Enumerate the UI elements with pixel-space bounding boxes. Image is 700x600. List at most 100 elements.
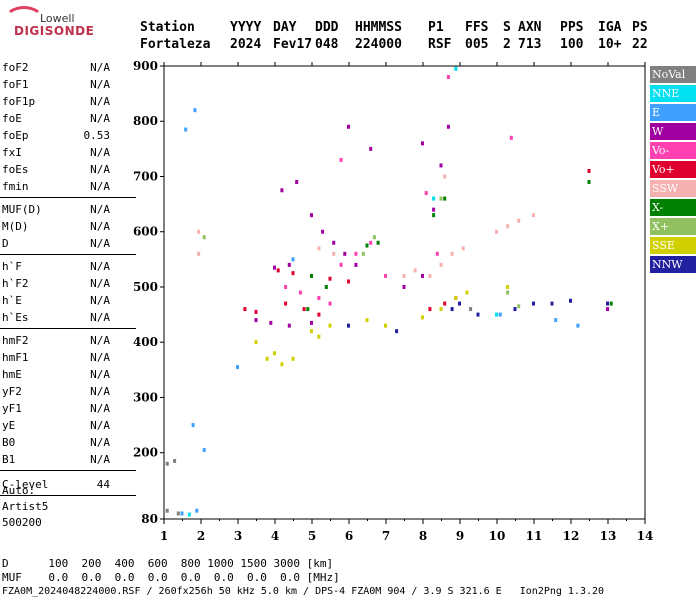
param-b1: B1 N/A <box>2 452 110 468</box>
data-point-sse <box>421 315 424 320</box>
param-md: M(D) N/A <box>2 219 110 235</box>
data-point-nnw <box>532 301 535 306</box>
data-point-x <box>361 251 365 256</box>
param-value: N/A <box>90 260 110 273</box>
param-name: B1 <box>2 453 16 466</box>
data-point-ssw <box>197 251 201 256</box>
param-name: C-level <box>2 478 49 491</box>
param-hes: h`Es N/A <box>2 310 110 326</box>
data-point-w <box>310 320 313 325</box>
x-tick-label: 5 <box>308 529 316 543</box>
param-name: hmF1 <box>2 351 29 364</box>
param-value: N/A <box>90 436 110 449</box>
data-point-nnw <box>347 323 350 328</box>
param-clevel: C-level 44 <box>2 477 110 493</box>
data-point-sse <box>506 284 510 289</box>
param-name: yE <box>2 419 16 432</box>
param-yf2: yF2 N/A <box>2 384 110 400</box>
data-point-ssw <box>197 229 201 234</box>
param-fmin: fmin N/A <box>2 179 110 195</box>
data-point-w <box>446 124 450 129</box>
param-name: fmin <box>2 180 29 193</box>
data-point-sse <box>384 323 387 328</box>
param-fxi: fxI N/A <box>2 145 110 161</box>
y-tick-label: 700 <box>133 169 158 183</box>
param-name: h`F2 <box>2 277 29 290</box>
header-col-10: IGA <box>598 20 622 35</box>
param-name: h`F <box>2 260 22 273</box>
data-point-ssw <box>450 251 454 256</box>
data-point-nnw <box>395 329 399 334</box>
data-point-e <box>498 312 502 317</box>
data-point-w <box>354 262 358 267</box>
data-point-nnw <box>450 307 454 312</box>
x-tick-label: 7 <box>382 529 390 543</box>
data-point-vo <box>428 307 432 312</box>
data-point-w <box>287 262 291 267</box>
legend-x-minus: X- <box>650 199 696 216</box>
footer-distance-row: D 100 200 400 600 800 1000 1500 3000 [km… <box>2 557 334 570</box>
data-point-vo <box>328 276 332 281</box>
param-mufd: MUF(D) N/A <box>2 202 110 218</box>
data-point-x <box>609 301 613 306</box>
data-point-vo <box>284 301 288 306</box>
param-value: N/A <box>90 220 110 233</box>
param-value: N/A <box>90 294 110 307</box>
param-name: foF1p <box>2 95 36 108</box>
param-foes: foEs N/A <box>2 162 110 178</box>
header-val-9: 100 <box>560 37 584 52</box>
auto-version: 500200 <box>2 516 42 529</box>
header-val-5: RSF <box>428 37 452 52</box>
header-col-7: S <box>503 20 511 35</box>
param-name: hmF2 <box>2 334 29 347</box>
legend-nne: NNE <box>650 85 696 102</box>
data-point-nne <box>432 196 436 201</box>
param-name: foF2 <box>2 61 29 74</box>
data-point-vo <box>587 168 591 173</box>
data-point-sse <box>254 340 258 345</box>
header-col-8: AXN <box>518 20 542 35</box>
data-point-vo <box>284 284 288 289</box>
param-name: foEp <box>2 129 29 142</box>
data-point-nnw <box>550 301 554 306</box>
header-val-8: 713 <box>518 37 542 52</box>
header-col-2: DAY <box>273 20 297 35</box>
data-point-x <box>376 240 380 245</box>
param-ye: yE N/A <box>2 418 110 434</box>
param-hf2: h`F2 N/A <box>2 276 110 292</box>
data-point-ssw <box>428 273 432 278</box>
data-point-w <box>332 240 336 245</box>
param-value: N/A <box>90 95 110 108</box>
x-tick-label: 1 <box>160 529 168 543</box>
data-point-x <box>202 235 206 240</box>
ionogram-plot: 1 2 3 4 5 6 7 8 9 10 11 12 13 14802003004005006007008… <box>133 59 653 543</box>
data-point-ssw <box>402 273 406 278</box>
data-point-vo <box>509 135 513 140</box>
param-name: fxI <box>2 146 22 159</box>
data-point-vo <box>369 240 373 245</box>
param-name: M(D) <box>2 220 29 233</box>
data-point-vo <box>328 301 332 306</box>
panel-divider <box>0 254 136 255</box>
x-tick-label: 10 <box>489 529 506 543</box>
param-d: D N/A <box>2 236 110 252</box>
y-tick-label: 200 <box>133 446 158 460</box>
data-point-vo <box>339 262 343 267</box>
param-value: 0.53 <box>83 129 111 142</box>
panel-divider <box>0 495 136 496</box>
data-point-sse <box>317 334 321 339</box>
param-value: N/A <box>90 163 110 176</box>
legend-vo-minus: Vo- <box>650 142 696 159</box>
param-name: h`Es <box>2 311 29 324</box>
param-hmf1: hmF1 N/A <box>2 350 110 366</box>
data-point-ssw <box>317 246 321 251</box>
data-point-w <box>343 251 347 256</box>
y-tick-label: 300 <box>133 390 158 404</box>
data-point-x <box>517 304 521 309</box>
data-point-vo <box>317 296 321 301</box>
header-col-11: PS <box>632 20 648 35</box>
auto-algorithm: Artist5 <box>2 500 49 513</box>
y-tick-label: 900 <box>133 59 158 73</box>
data-point-w <box>254 318 258 323</box>
param-b0: B0 N/A <box>2 435 110 451</box>
